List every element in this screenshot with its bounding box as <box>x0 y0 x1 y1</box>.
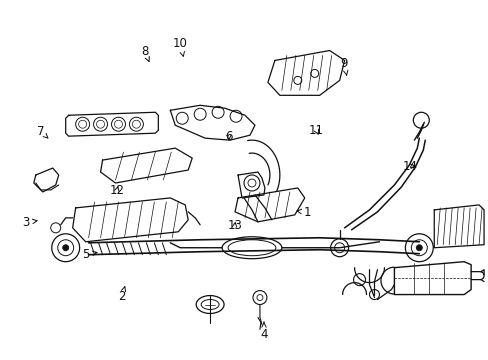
Text: 12: 12 <box>109 184 124 197</box>
Text: 2: 2 <box>118 287 125 303</box>
Text: 13: 13 <box>227 219 242 233</box>
Text: 9: 9 <box>340 57 347 76</box>
Text: 6: 6 <box>224 130 232 143</box>
Text: 10: 10 <box>172 37 187 57</box>
Text: 14: 14 <box>402 160 417 173</box>
Text: 7: 7 <box>37 125 48 138</box>
Text: 5: 5 <box>82 248 97 261</box>
Text: 4: 4 <box>260 322 267 341</box>
Text: 3: 3 <box>22 216 37 229</box>
Circle shape <box>62 245 68 251</box>
Text: 8: 8 <box>141 45 149 62</box>
Text: 1: 1 <box>296 206 311 219</box>
Text: 11: 11 <box>308 124 324 137</box>
Circle shape <box>415 245 422 251</box>
